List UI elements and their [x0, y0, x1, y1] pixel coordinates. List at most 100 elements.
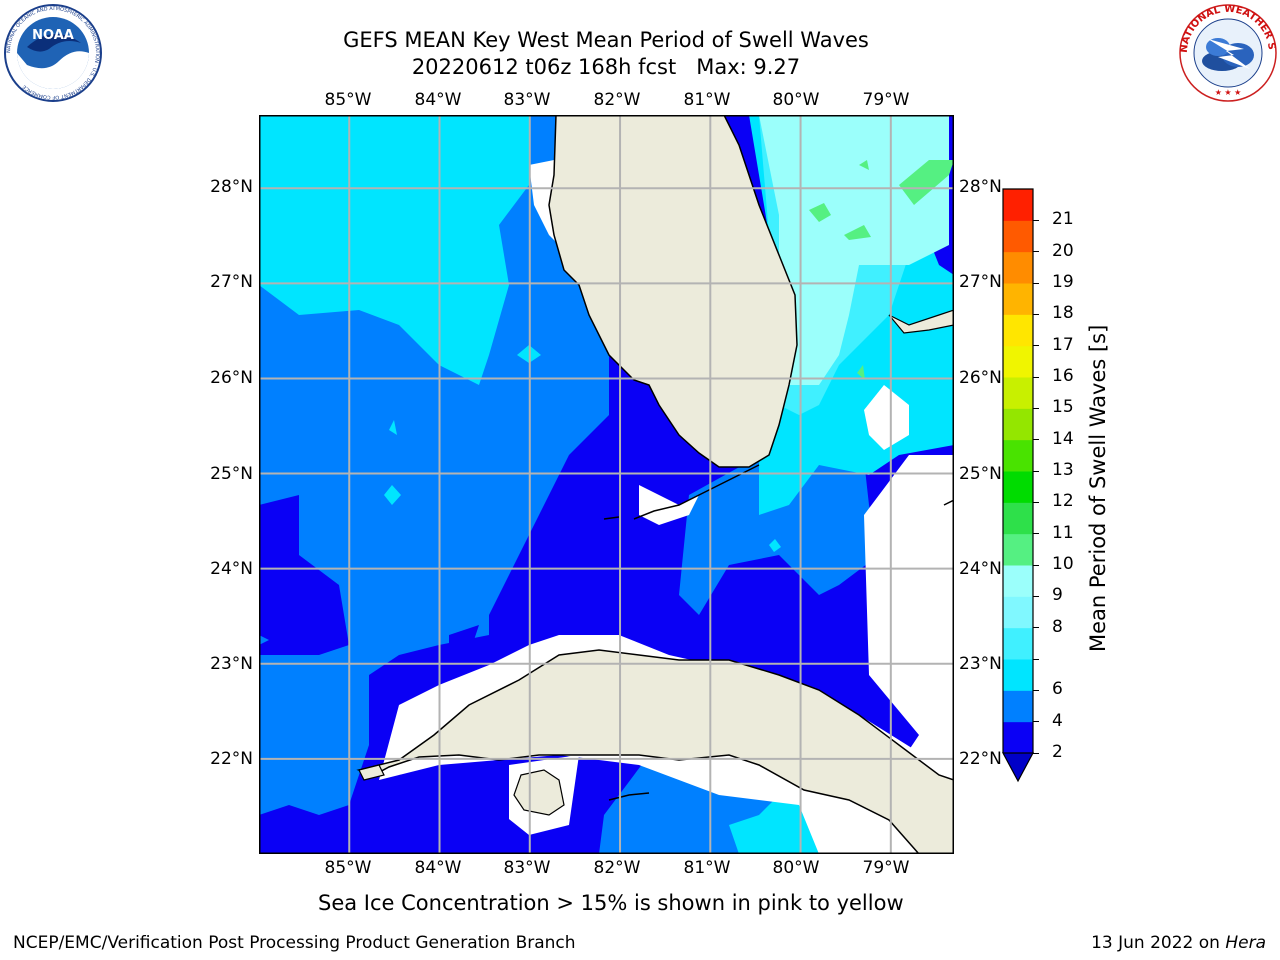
- lat-label-left-4: 24°N: [210, 559, 253, 579]
- lat-label-left-5: 23°N: [210, 654, 253, 674]
- ocean-level-9a: [899, 160, 954, 205]
- colorbar-bin-9: [1003, 565, 1033, 597]
- ocean-level-2c: [449, 625, 479, 655]
- colorbar-tick-mark: [1033, 345, 1039, 347]
- lon-label-bottom-6: 79°W: [862, 858, 910, 878]
- nodata-area-d: [639, 485, 699, 525]
- colorbar-swatches: [1001, 188, 1035, 783]
- colorbar-tick-mark: [1033, 595, 1039, 597]
- land-cay-b: [608, 792, 650, 801]
- sea-ice-note: Sea Ice Concentration > 15% is shown in …: [318, 891, 904, 915]
- lat-label-left-2: 26°N: [210, 368, 253, 388]
- colorbar-bin-19: [1003, 251, 1033, 284]
- ocean-edge-a: [259, 635, 269, 645]
- colorbar-tick-mark: [1033, 721, 1039, 723]
- colorbar-tick-label: 12: [1052, 491, 1074, 512]
- lon-label-top-1: 84°W: [414, 90, 462, 110]
- ocean-level-9c: [844, 225, 871, 240]
- lat-label-left-1: 27°N: [210, 272, 253, 292]
- colorbar-bin-4: [1003, 690, 1033, 723]
- lat-label-right-0: 28°N: [959, 177, 1002, 197]
- colorbar-tick-label: 2: [1052, 742, 1063, 762]
- colorbar-bin-18: [1003, 283, 1033, 315]
- lat-label-right-4: 24°N: [959, 559, 1002, 579]
- land-cuba-west: [358, 764, 385, 781]
- lon-label-top-4: 81°W: [683, 90, 731, 110]
- colorbar-bin-2: [1003, 721, 1033, 754]
- colorbar-tick-mark: [1033, 658, 1039, 660]
- colorbar-tick-mark: [1033, 439, 1039, 441]
- colorbar-bin-12: [1003, 471, 1033, 503]
- lon-label-bottom-4: 81°W: [683, 858, 731, 878]
- colorbar-tick-label: 6: [1052, 679, 1063, 700]
- colorbar-bin-7: [1003, 627, 1033, 660]
- colorbar-bin-21: [1003, 189, 1033, 221]
- colorbar-bin-6: [1003, 659, 1033, 691]
- lat-label-left-0: 28°N: [210, 177, 253, 197]
- ocean-dot-c: [389, 420, 397, 435]
- nodata-area-b: [859, 455, 954, 854]
- map-panel: [259, 115, 954, 854]
- lat-label-right-5: 23°N: [959, 654, 1002, 674]
- colorbar-tick-label: 10: [1052, 554, 1074, 574]
- colorbar-extend-min: [1001, 752, 1035, 783]
- colorbar-tick-mark: [1033, 282, 1039, 284]
- footer-left: NCEP/EMC/Verification Post Processing Pr…: [13, 933, 576, 953]
- colorbar: [1000, 186, 1040, 786]
- lat-label-right-1: 27°N: [959, 272, 1002, 292]
- land-cay-a: [943, 499, 954, 506]
- lon-label-bottom-2: 83°W: [503, 858, 551, 878]
- chart-title: GEFS MEAN Key West Mean Period of Swell …: [343, 28, 869, 52]
- colorbar-bin-10: [1003, 533, 1033, 566]
- colorbar-bin-15: [1003, 377, 1033, 409]
- swell-period-map: [259, 115, 954, 854]
- lat-label-right-3: 25°N: [959, 464, 1002, 484]
- lon-label-top-6: 79°W: [862, 90, 910, 110]
- colorbar-bin-8: [1003, 596, 1033, 629]
- ocean-level-9b: [809, 203, 831, 222]
- ocean-level-6: [259, 115, 529, 385]
- colorbar-tick-mark: [1033, 407, 1039, 409]
- colorbar-bin-17: [1003, 314, 1033, 347]
- lon-label-top-3: 82°W: [593, 90, 641, 110]
- svg-text:★ ★ ★: ★ ★ ★: [1215, 88, 1242, 97]
- lon-label-bottom-0: 85°W: [324, 858, 372, 878]
- colorbar-tick-label: 19: [1052, 272, 1074, 292]
- colorbar-tick-label: 11: [1052, 522, 1074, 543]
- map-frame: [259, 115, 954, 854]
- nodata-area-a: [864, 385, 909, 450]
- noaa-logo-text: NOAA: [32, 28, 74, 43]
- land-florida-keys: [633, 464, 760, 520]
- colorbar-label: Mean Period of Swell Waves [s]: [1086, 324, 1110, 652]
- ocean-dot-b: [384, 485, 401, 505]
- lon-label-bottom-3: 82°W: [593, 858, 641, 878]
- colorbar-tick-mark: [1033, 376, 1039, 378]
- colorbar-tick-mark: [1033, 533, 1039, 535]
- colorbar-bin-14: [1003, 408, 1033, 441]
- colorbar-bin-11: [1003, 502, 1033, 535]
- lon-label-top-0: 85°W: [324, 90, 372, 110]
- colorbar-tick-label: 13: [1052, 460, 1074, 480]
- chart-subtitle: 20220612 t06z 168h fcst Max: 9.27: [411, 55, 801, 79]
- graticule: [259, 115, 954, 854]
- colorbar-tick-label: 9: [1052, 585, 1063, 606]
- colorbar-tick-label: 20: [1052, 240, 1074, 261]
- ocean-level-9d: [859, 160, 869, 170]
- lat-label-left-6: 22°N: [210, 749, 253, 769]
- colorbar-tick-label: 16: [1052, 366, 1074, 386]
- colorbar-tick-mark: [1033, 219, 1039, 221]
- footer-date: 13 Jun 2022 on: [1091, 933, 1226, 953]
- colorbar-tick-mark: [1033, 564, 1039, 566]
- lon-label-top-2: 83°W: [503, 90, 551, 110]
- colorbar-tick-label: 18: [1052, 303, 1074, 324]
- lat-label-right-6: 22°N: [959, 749, 1002, 769]
- colorbar-tick-label: 14: [1052, 428, 1074, 449]
- land-bahamas: [888, 309, 954, 334]
- colorbar-bin-13: [1003, 439, 1033, 472]
- colorbar-bin-16: [1003, 345, 1033, 378]
- colorbar-tick-label: 17: [1052, 334, 1074, 355]
- ocean-level-2b: [259, 495, 349, 655]
- colorbar-tick-mark: [1033, 501, 1039, 503]
- ocean-dot-d: [769, 539, 781, 552]
- colorbar-tick-label: 15: [1052, 397, 1074, 418]
